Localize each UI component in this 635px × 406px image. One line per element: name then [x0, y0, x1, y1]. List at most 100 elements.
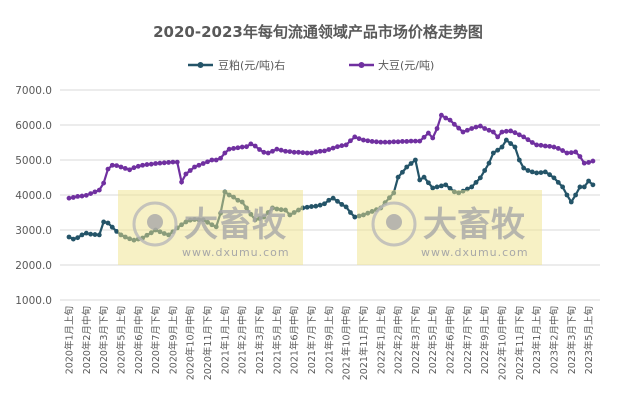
data-point — [391, 139, 397, 145]
data-point — [495, 147, 501, 153]
data-point — [542, 169, 548, 175]
x-tick-label: 2021年1月上旬 — [219, 306, 231, 374]
data-point — [322, 148, 327, 154]
data-point — [196, 162, 202, 168]
data-point — [257, 147, 262, 152]
data-point — [348, 210, 353, 215]
data-point — [140, 162, 146, 168]
watermark-eye-icon — [132, 201, 178, 247]
data-point — [473, 124, 479, 130]
data-point — [529, 169, 535, 175]
x-tick-label: 2022年9月上旬 — [479, 306, 491, 374]
data-point — [339, 143, 345, 149]
data-point — [512, 130, 518, 136]
data-point — [438, 183, 444, 189]
data-point — [278, 147, 284, 153]
data-point — [205, 159, 210, 165]
data-point — [348, 138, 353, 144]
data-point — [408, 161, 414, 166]
x-tick-label: 2021年10月中旬 — [341, 306, 353, 380]
x-tick-label: 2020年7月下旬 — [150, 306, 162, 374]
x-axis: 2020年1月上旬 2020年2月中旬 2020年3月下旬 2020年5月上旬 2020… — [64, 306, 596, 380]
x-tick-label: 2022年5月上旬 — [427, 306, 439, 374]
data-point — [555, 180, 561, 185]
data-point — [417, 138, 423, 144]
data-point — [404, 139, 410, 144]
data-point — [70, 195, 76, 200]
data-point — [252, 143, 258, 149]
series-line — [68, 113, 594, 200]
data-point — [265, 150, 271, 156]
data-point — [96, 232, 102, 238]
legend-label: 豆粕(元/吨)右 — [218, 58, 285, 72]
data-point — [447, 117, 453, 123]
data-point — [287, 149, 293, 155]
data-point — [75, 194, 81, 199]
data-point — [425, 180, 431, 186]
data-point — [490, 129, 496, 135]
data-point — [443, 115, 449, 121]
data-point — [83, 230, 89, 236]
data-point — [421, 174, 427, 180]
watermark-url: www.dxumu.com — [421, 246, 529, 259]
data-point — [547, 143, 553, 149]
x-tick-label: 2021年2月中旬 — [237, 306, 249, 374]
data-point — [417, 177, 423, 183]
data-point — [83, 192, 89, 198]
data-point — [209, 157, 215, 163]
x-tick-label: 2020年5月上旬 — [115, 306, 127, 374]
y-tick-label: 1000.0 — [15, 295, 52, 307]
data-point — [226, 146, 232, 152]
x-tick-label: 2020年11月下旬 — [202, 306, 214, 380]
data-point — [309, 204, 314, 209]
data-point — [564, 150, 570, 156]
data-point — [192, 164, 197, 170]
data-point — [174, 159, 180, 165]
data-point — [200, 161, 206, 166]
y-tick-label: 5000.0 — [15, 155, 52, 167]
data-point — [568, 150, 574, 156]
legend: 豆粕(元/吨)右 大豆(元/吨) — [188, 58, 434, 72]
data-point — [560, 148, 566, 153]
data-point — [482, 168, 488, 173]
data-point — [239, 144, 245, 150]
data-point — [395, 174, 401, 180]
data-point — [486, 160, 492, 166]
data-point — [573, 192, 579, 198]
data-point — [135, 163, 141, 169]
data-point — [551, 175, 557, 181]
chart-title: 2020-2023年每旬流通领域产品市场价格走势图 — [153, 23, 483, 41]
x-tick-label: 2023年3月下旬 — [566, 306, 578, 374]
data-point — [179, 179, 184, 185]
data-point — [378, 139, 384, 145]
x-tick-label: 2021年3月下旬 — [254, 306, 266, 374]
watermark-pupil-icon — [386, 214, 402, 230]
data-point — [573, 149, 579, 155]
data-point — [291, 149, 297, 155]
data-point — [296, 149, 301, 155]
data-point — [79, 193, 85, 199]
data-point — [538, 170, 544, 176]
x-tick-label: 2023年2月中旬 — [548, 306, 560, 374]
data-point — [534, 142, 540, 148]
y-tick-label: 3000.0 — [15, 225, 52, 237]
x-tick-label: 2021年9月上旬 — [323, 306, 335, 374]
data-point — [430, 185, 436, 191]
data-point — [534, 170, 540, 176]
data-point — [568, 199, 574, 205]
data-point — [326, 197, 332, 203]
data-point — [231, 146, 236, 151]
data-point — [118, 164, 124, 170]
data-point — [503, 128, 509, 134]
data-point — [586, 160, 591, 165]
watermark-url: www.dxumu.com — [182, 246, 290, 259]
data-point — [261, 149, 267, 155]
data-point — [166, 160, 171, 165]
data-point — [213, 157, 219, 163]
data-point — [512, 144, 518, 150]
data-point — [451, 121, 457, 127]
watermark-logo-text: 大畜牧 — [184, 205, 287, 245]
x-tick-label: 2020年1月上旬 — [64, 306, 76, 374]
data-point — [430, 135, 436, 141]
data-point — [322, 201, 327, 207]
